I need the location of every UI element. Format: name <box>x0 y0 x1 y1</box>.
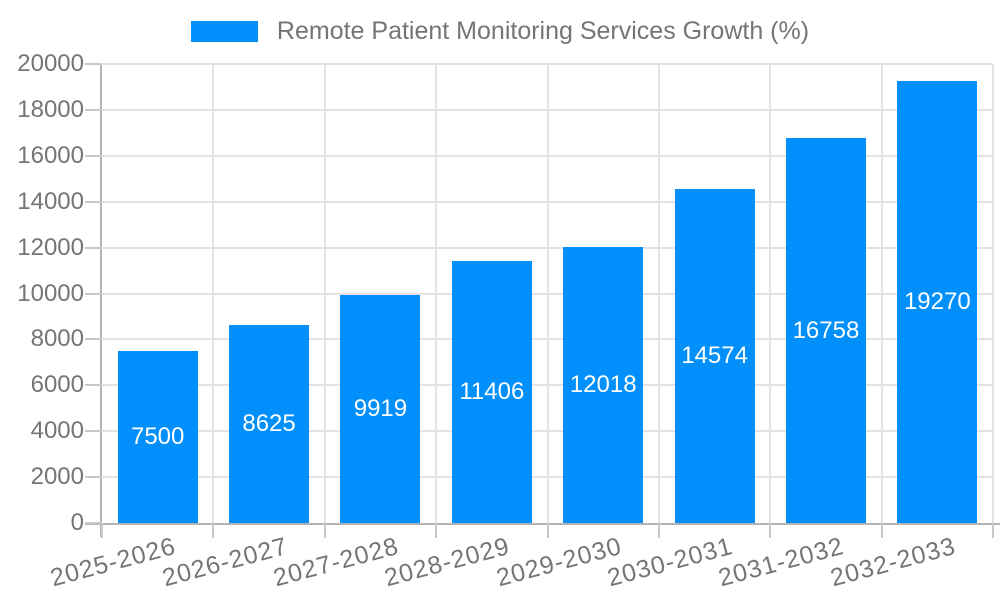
bar-2032-2033[interactable]: 19270 <box>897 80 978 523</box>
y-axis-tick <box>85 246 102 249</box>
y-axis-label: 0 <box>70 509 84 536</box>
bar-2030-2031[interactable]: 14574 <box>674 188 755 523</box>
bar-value-label: 11406 <box>459 378 525 406</box>
bar-value-label: 16758 <box>792 316 860 344</box>
x-axis-tick <box>212 523 215 538</box>
gridline-vertical <box>546 64 549 523</box>
x-axis-label: 2027-2028 <box>270 532 402 593</box>
y-axis-tick <box>85 430 102 433</box>
gridline-vertical <box>435 64 438 523</box>
bar-2026-2027[interactable]: 8625 <box>229 325 310 523</box>
y-axis-label: 10000 <box>17 279 84 307</box>
bar-2027-2028[interactable]: 9919 <box>340 295 421 523</box>
y-axis-label: 4000 <box>30 417 84 445</box>
y-axis-line <box>100 64 102 537</box>
y-axis-label: 18000 <box>17 95 84 123</box>
y-axis-label: 6000 <box>30 371 84 399</box>
bar-value-label: 7500 <box>130 422 185 450</box>
y-axis-label: 12000 <box>17 233 84 261</box>
bar-2029-2030[interactable]: 12018 <box>563 247 644 523</box>
bar-2025-2026[interactable]: 7500 <box>117 350 198 523</box>
gridline-vertical <box>769 64 772 523</box>
bar-value-label: 19270 <box>903 287 971 315</box>
x-axis-tick <box>769 523 772 538</box>
bar-value-label: 8625 <box>242 410 296 438</box>
x-axis-label: 2029-2030 <box>493 532 625 593</box>
x-axis-label: 2026-2027 <box>158 532 291 593</box>
y-axis-tick <box>85 338 102 341</box>
legend-item[interactable]: Remote Patient Monitoring Services Growt… <box>190 17 810 45</box>
x-axis-label: 2031-2032 <box>715 532 848 593</box>
gridline-vertical <box>992 64 994 523</box>
y-axis-label: 14000 <box>17 187 84 215</box>
gridline-vertical <box>657 64 660 523</box>
x-axis-tick <box>546 523 549 538</box>
bar-value-label: 9919 <box>353 395 408 423</box>
x-axis-tick <box>880 523 883 538</box>
y-axis-tick <box>85 154 102 157</box>
gridline-vertical <box>212 64 215 523</box>
x-axis-tick <box>435 523 438 538</box>
x-axis-label: 2025-2026 <box>47 532 179 593</box>
plot-area: 7500 8625 9919 11406 12018 14574 16758 19270 <box>102 63 994 523</box>
y-axis-tick <box>85 200 102 203</box>
y-axis-tick <box>85 522 102 524</box>
legend-label: Remote Patient Monitoring Services Growt… <box>276 17 810 45</box>
y-axis-label: 2000 <box>30 463 84 491</box>
x-axis-tick <box>657 523 660 538</box>
x-axis-line <box>85 523 1000 525</box>
bar-2028-2029[interactable]: 11406 <box>451 261 532 523</box>
bar-value-label: 14574 <box>681 341 748 369</box>
y-axis-tick <box>85 63 102 65</box>
y-axis-tick <box>85 476 102 479</box>
y-axis-label: 8000 <box>30 325 84 353</box>
x-axis-tick <box>992 523 994 538</box>
y-axis-label: 16000 <box>17 141 84 169</box>
gridline-vertical <box>323 64 326 523</box>
x-axis-tick <box>101 523 103 538</box>
bar-value-label: 12018 <box>569 371 637 399</box>
x-axis-label: 2032-2033 <box>827 532 959 593</box>
legend: Remote Patient Monitoring Services Growt… <box>0 18 1000 44</box>
x-axis-label: 2028-2029 <box>381 532 514 593</box>
bar-2031-2032[interactable]: 16758 <box>785 138 866 523</box>
gridline-vertical <box>880 64 883 523</box>
x-axis-label: 2030-2031 <box>604 532 736 593</box>
x-axis-tick <box>323 523 326 538</box>
y-axis-tick <box>85 108 102 111</box>
y-axis-tick <box>85 292 102 295</box>
legend-swatch-icon <box>190 20 258 42</box>
y-axis-tick <box>85 384 102 387</box>
y-axis-label: 20000 <box>17 50 84 77</box>
